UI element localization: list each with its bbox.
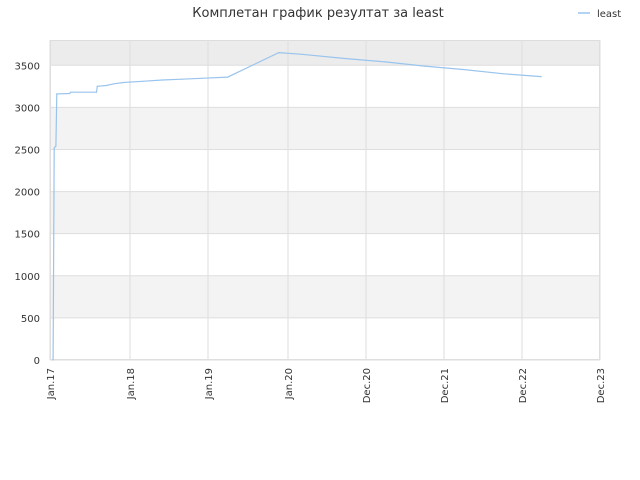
x-tick-label: Dec.23: [596, 368, 607, 403]
data-point: [462, 68, 464, 71]
plot-background: [50, 40, 600, 360]
plot-band: [50, 233, 600, 276]
plot-band: [50, 275, 600, 318]
y-tick-label: 1000: [15, 272, 40, 283]
data-point: [70, 91, 72, 93]
data-point: [301, 53, 303, 55]
legend-label: least: [597, 9, 621, 20]
data-point: [142, 80, 144, 82]
x-tick-label: Jan.19: [204, 368, 215, 400]
series-line-least: [52, 51, 542, 361]
y-tick-label: 2500: [15, 145, 40, 156]
data-point: [53, 147, 55, 149]
data-point: [200, 77, 202, 79]
x-tick-label: Dec.22: [518, 368, 529, 403]
y-tick-label: 3000: [15, 103, 40, 114]
data-point: [227, 76, 229, 78]
data-point: [161, 79, 163, 81]
data-point: [540, 76, 542, 78]
data-point: [55, 145, 57, 147]
x-tick-label: Jan.17: [46, 368, 57, 400]
plot-band: [50, 107, 600, 150]
y-axis-labels: 0 500 1000 1500 2000 2500 3000 3500: [15, 61, 40, 367]
y-tick-label: 3500: [15, 61, 40, 72]
data-point: [278, 52, 280, 54]
plot-band: [50, 317, 600, 360]
data-point: [384, 61, 386, 63]
data-point: [69, 92, 71, 95]
data-point: [113, 83, 115, 85]
plot-band: [50, 191, 600, 234]
x-tick-label: Dec.21: [440, 368, 451, 403]
series-group: [52, 51, 542, 361]
y-tick-label: 500: [21, 314, 40, 325]
data-point: [52, 359, 54, 361]
x-tick-label: Dec.20: [362, 368, 373, 403]
data-point: [96, 85, 98, 87]
x-tick-label: Jan.20: [284, 368, 295, 400]
data-point: [105, 84, 107, 87]
chart-title: Комплетан график резултат за least: [192, 6, 443, 21]
data-point: [424, 65, 426, 67]
grid-lines: [49, 40, 601, 361]
x-tick-label: Jan.18: [126, 368, 137, 400]
plot-band: [50, 149, 600, 192]
y-tick-label: 2000: [15, 188, 40, 199]
data-point: [122, 81, 124, 84]
data-point: [181, 78, 183, 80]
y-tick-label: 0: [34, 356, 40, 367]
data-point: [56, 93, 58, 95]
plot-band: [50, 65, 600, 108]
x-axis-labels: Jan.17 Jan.18 Jan.19 Jan.20 Dec.20 Dec.21 Dec.…: [46, 368, 607, 403]
legend: least: [578, 9, 621, 20]
data-point: [344, 57, 346, 60]
y-tick-label: 1500: [15, 230, 40, 241]
data-point: [95, 91, 98, 93]
plot-band: [50, 40, 600, 66]
data-point: [502, 73, 504, 75]
